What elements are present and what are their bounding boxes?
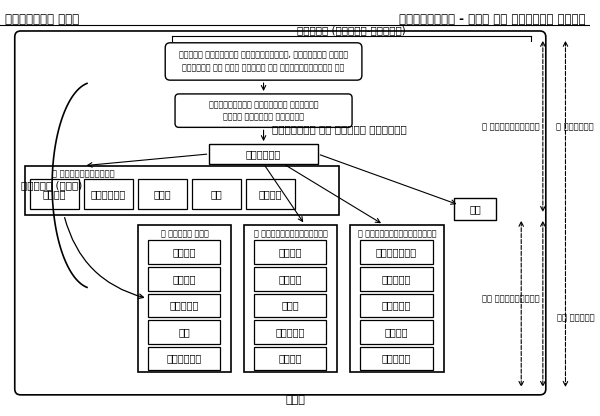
Bar (254, 347, 326, 370)
Bar (137, 225, 231, 372)
Bar (148, 240, 220, 264)
Text: पृथ्वी: पृथ्वी (166, 354, 202, 364)
Text: अग्नि: अग्नि (169, 300, 199, 310)
Bar (29, 179, 79, 209)
Text: पुरुष (जीव): पुरुष (जीव) (20, 181, 82, 191)
Text: हस्त: हस्त (278, 274, 302, 284)
Text: मन: मन (469, 204, 481, 214)
Bar (254, 320, 326, 344)
Text: अलिंग अर्थात् मूलप्रकृति, अव्यक्त अथवा: अलिंग अर्थात् मूलप्रकृति, अव्यक्त अथवा (179, 50, 348, 59)
Text: अथवा समष्टि अहंकार: अथवा समष्टि अहंकार (223, 112, 304, 121)
Text: गन्ध: गन्ध (259, 189, 282, 199)
Text: श्रोत्र: श्रोत्र (376, 247, 417, 257)
Text: नेत्र: नेत्र (382, 300, 411, 310)
Text: रूप: रूप (154, 189, 171, 199)
Text: रसना: रसना (385, 327, 408, 337)
Bar (192, 179, 241, 209)
Text: प्रकृति के चौबीस तत्त्व: प्रकृति के चौबीस तत्त्व (272, 124, 407, 134)
Bar (360, 347, 433, 370)
Text: शब्द: शब्द (43, 189, 66, 199)
FancyBboxPatch shape (15, 31, 546, 395)
Text: जल: जल (178, 327, 190, 337)
Text: प्रधान जो तीन गुणों की साम्यावस्था है: प्रधान जो तीन गुणों की साम्यावस्था है (182, 64, 344, 73)
FancyBboxPatch shape (165, 43, 362, 80)
Bar (209, 144, 317, 164)
Text: ५ कर्मेन्द्रियाँ: ५ कर्मेन्द्रियाँ (254, 229, 328, 238)
Text: ईश्वर (पुरुष-विशेष): ईश्वर (पुरुष-विशेष) (297, 25, 406, 35)
Text: ५ अविशेष: ५ अविशेष (556, 122, 593, 131)
Text: अहंकार: अहंकार (246, 149, 281, 159)
Text: घ्राण: घ्राण (382, 354, 411, 364)
Text: त्वचा: त्वचा (382, 274, 411, 284)
Bar (360, 240, 433, 264)
Bar (254, 267, 326, 291)
Bar (244, 225, 337, 372)
Bar (83, 179, 133, 209)
Text: परिशिष्ट - योग के छब्बीस तत्व: परिशिष्ट - योग के छब्बीस तत्व (398, 13, 585, 26)
Text: १९ विकृतियाँ: १९ विकृतियाँ (482, 294, 540, 303)
Bar (254, 294, 326, 317)
Text: स्पर्श: स्पर्श (91, 189, 126, 199)
Text: उपस्थ: उपस्थ (275, 327, 305, 337)
Text: लिंगमात्र अर्थात् महत्तव: लिंगमात्र अर्थात् महत्तव (209, 100, 319, 109)
Bar (25, 166, 339, 215)
Text: १२४: १२४ (285, 395, 305, 405)
FancyBboxPatch shape (175, 94, 352, 127)
Text: गुदा: गुदा (278, 354, 302, 364)
Text: वाणी: वाणी (278, 247, 302, 257)
Text: ५ तन्मात्राएँ: ५ तन्मात्राएँ (52, 169, 115, 178)
Text: ८ प्रकृतियाँ: ८ प्रकृतियाँ (482, 122, 540, 131)
Text: ५ ज्ञानेन्द्रियाँ: ५ ज्ञानेन्द्रियाँ (358, 229, 436, 238)
Bar (454, 198, 496, 220)
Text: वायु: वायु (172, 274, 196, 284)
Bar (148, 320, 220, 344)
Text: रस: रस (211, 189, 222, 199)
Text: आकाश: आकाश (172, 247, 196, 257)
Text: पातञ्जल योग: पातञ्जल योग (5, 13, 79, 26)
Bar (254, 240, 326, 264)
Bar (360, 267, 433, 291)
Text: ५ स्थूल भूत: ५ स्थूल भूत (161, 229, 208, 238)
Bar (148, 294, 220, 317)
Bar (350, 225, 443, 372)
Bar (246, 179, 295, 209)
Text: १६ विशेष: १६ विशेष (557, 314, 594, 323)
Bar (148, 347, 220, 370)
Text: पाद: पाद (281, 300, 299, 310)
Bar (360, 320, 433, 344)
Bar (360, 294, 433, 317)
Bar (148, 267, 220, 291)
Bar (137, 179, 187, 209)
